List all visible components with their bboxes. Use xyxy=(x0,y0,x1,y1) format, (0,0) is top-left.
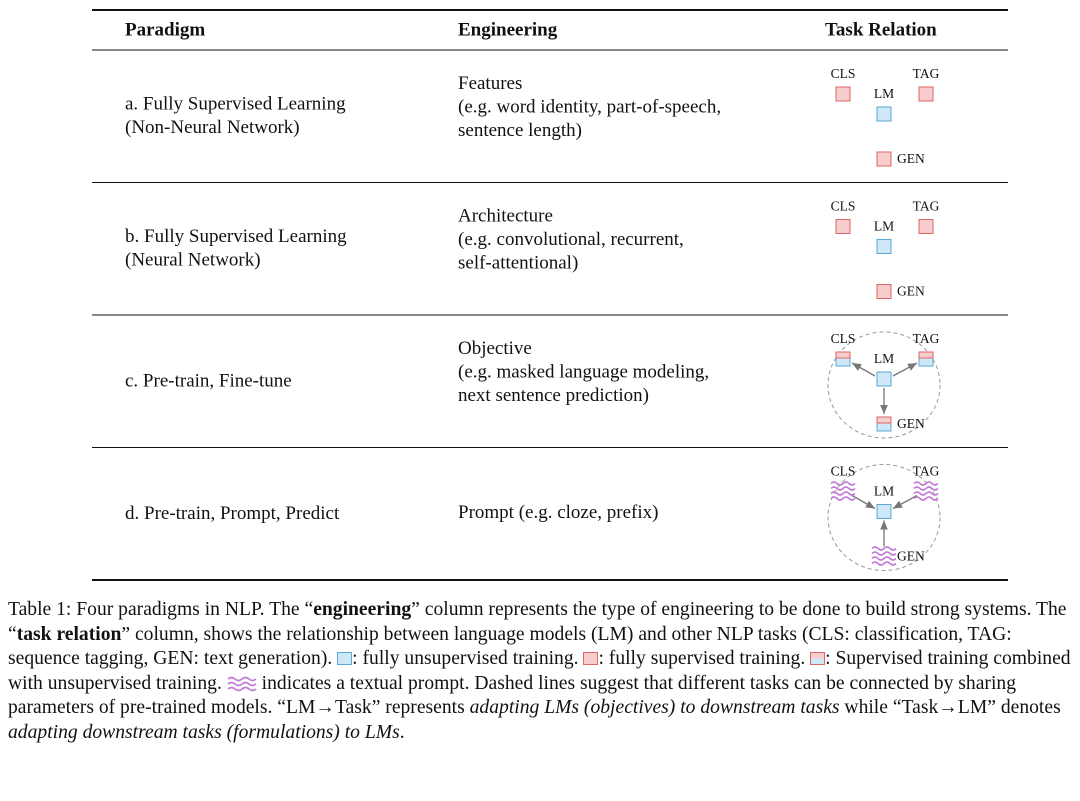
caption-bold: task relation xyxy=(16,623,122,645)
relation-arrow xyxy=(851,494,876,510)
header-cell: Task Relation xyxy=(825,19,937,40)
caption-text: indicates a textual prompt. Dashed lines… xyxy=(8,672,1016,719)
engineering-text: sentence length) xyxy=(458,120,582,141)
caption-text: while “Task→LM” denotes xyxy=(839,697,1061,719)
prompt-wave xyxy=(913,481,939,501)
paradigm-text: b. Fully Supervised Learning xyxy=(125,226,347,247)
task-box xyxy=(918,219,934,234)
task-box xyxy=(876,284,892,299)
task-box-top xyxy=(835,351,851,359)
engineering-text: Features xyxy=(458,73,522,94)
engineering-text: Objective xyxy=(458,338,532,359)
share-circle xyxy=(827,464,941,571)
caption-italic: adapting LMs (objectives) to downstream … xyxy=(469,697,840,719)
engineering-text: Architecture xyxy=(458,205,553,226)
task-box xyxy=(835,219,851,234)
gen-label: GEN xyxy=(897,151,925,166)
caption-text: Table 1: Four paradigms in NLP. The “ xyxy=(8,599,314,620)
caption-text: ” column, shows the relationship between… xyxy=(8,623,1012,670)
icon-unsupervised xyxy=(337,652,353,666)
icon-prompt xyxy=(227,676,257,692)
caption: Table 1: Four paradigms in NLP. The “eng… xyxy=(8,598,1074,746)
gen-label: GEN xyxy=(897,284,925,299)
relation-arrow xyxy=(892,494,918,510)
cls-label: CLS xyxy=(831,331,856,346)
engineering-text: (e.g. word identity, part-of-speech, xyxy=(458,96,721,117)
lm-box xyxy=(876,371,892,387)
engineering-text: Prompt (e.g. cloze, prefix) xyxy=(458,502,658,523)
task-box-top xyxy=(918,351,934,359)
paradigm-text: a. Fully Supervised Learning xyxy=(125,94,346,115)
lm-box xyxy=(876,504,892,519)
share-circle xyxy=(827,331,941,439)
paradigm-text: (Neural Network) xyxy=(125,250,261,271)
tag-label: TAG xyxy=(913,66,940,81)
lm-label: LM xyxy=(874,86,894,101)
task-box-top xyxy=(876,416,892,424)
lm-label: LM xyxy=(874,351,894,366)
prompt-wave xyxy=(830,481,856,501)
header-cell: Paradigm xyxy=(125,19,205,40)
task-box xyxy=(918,86,934,102)
caption-text: ” column represents the type of engineer… xyxy=(8,599,1067,645)
paradigm-text: d. Pre-train, Prompt, Predict xyxy=(125,503,340,524)
lm-box xyxy=(876,239,892,254)
lm-box xyxy=(876,106,892,122)
engineering-text: self-attentional) xyxy=(458,252,578,273)
caption-italic: adapting downstream tasks (formulations)… xyxy=(8,721,400,743)
engineering-text: (e.g. masked language modeling, xyxy=(458,361,709,382)
table: Paradigm Engineering Task Relation a. Fu… xyxy=(92,9,1008,581)
lm-label: LM xyxy=(874,484,894,499)
icon-combined xyxy=(810,652,826,666)
engineering-text: (e.g. convolutional, recurrent, xyxy=(458,229,684,250)
tag-label: TAG xyxy=(913,199,940,214)
gen-label: GEN xyxy=(897,549,925,564)
caption-bold: engineering xyxy=(313,599,412,620)
cls-label: CLS xyxy=(831,199,856,214)
task-box xyxy=(835,86,851,102)
paradigm-text: (Non-Neural Network) xyxy=(125,117,300,138)
icon-supervised xyxy=(583,652,599,666)
relation-arrow xyxy=(851,362,876,377)
paradigm-text: c. Pre-train, Fine-tune xyxy=(125,370,292,391)
gen-label: GEN xyxy=(897,416,925,431)
caption-text: : Supervised training combined with unsu… xyxy=(8,648,1071,694)
lm-label: LM xyxy=(874,219,894,234)
caption-text: : fully supervised training. xyxy=(598,648,811,670)
caption-text: . xyxy=(399,721,405,743)
cls-label: CLS xyxy=(831,464,856,479)
tag-label: TAG xyxy=(913,464,940,479)
engineering-text: next sentence prediction) xyxy=(458,385,649,406)
prompt-wave xyxy=(871,546,897,566)
header-cell: Engineering xyxy=(458,19,558,40)
task-box xyxy=(876,151,892,167)
tag-label: TAG xyxy=(913,331,940,346)
caption-text: : fully unsupervised training. xyxy=(352,648,584,670)
cls-label: CLS xyxy=(831,66,856,81)
relation-arrow xyxy=(892,362,918,377)
